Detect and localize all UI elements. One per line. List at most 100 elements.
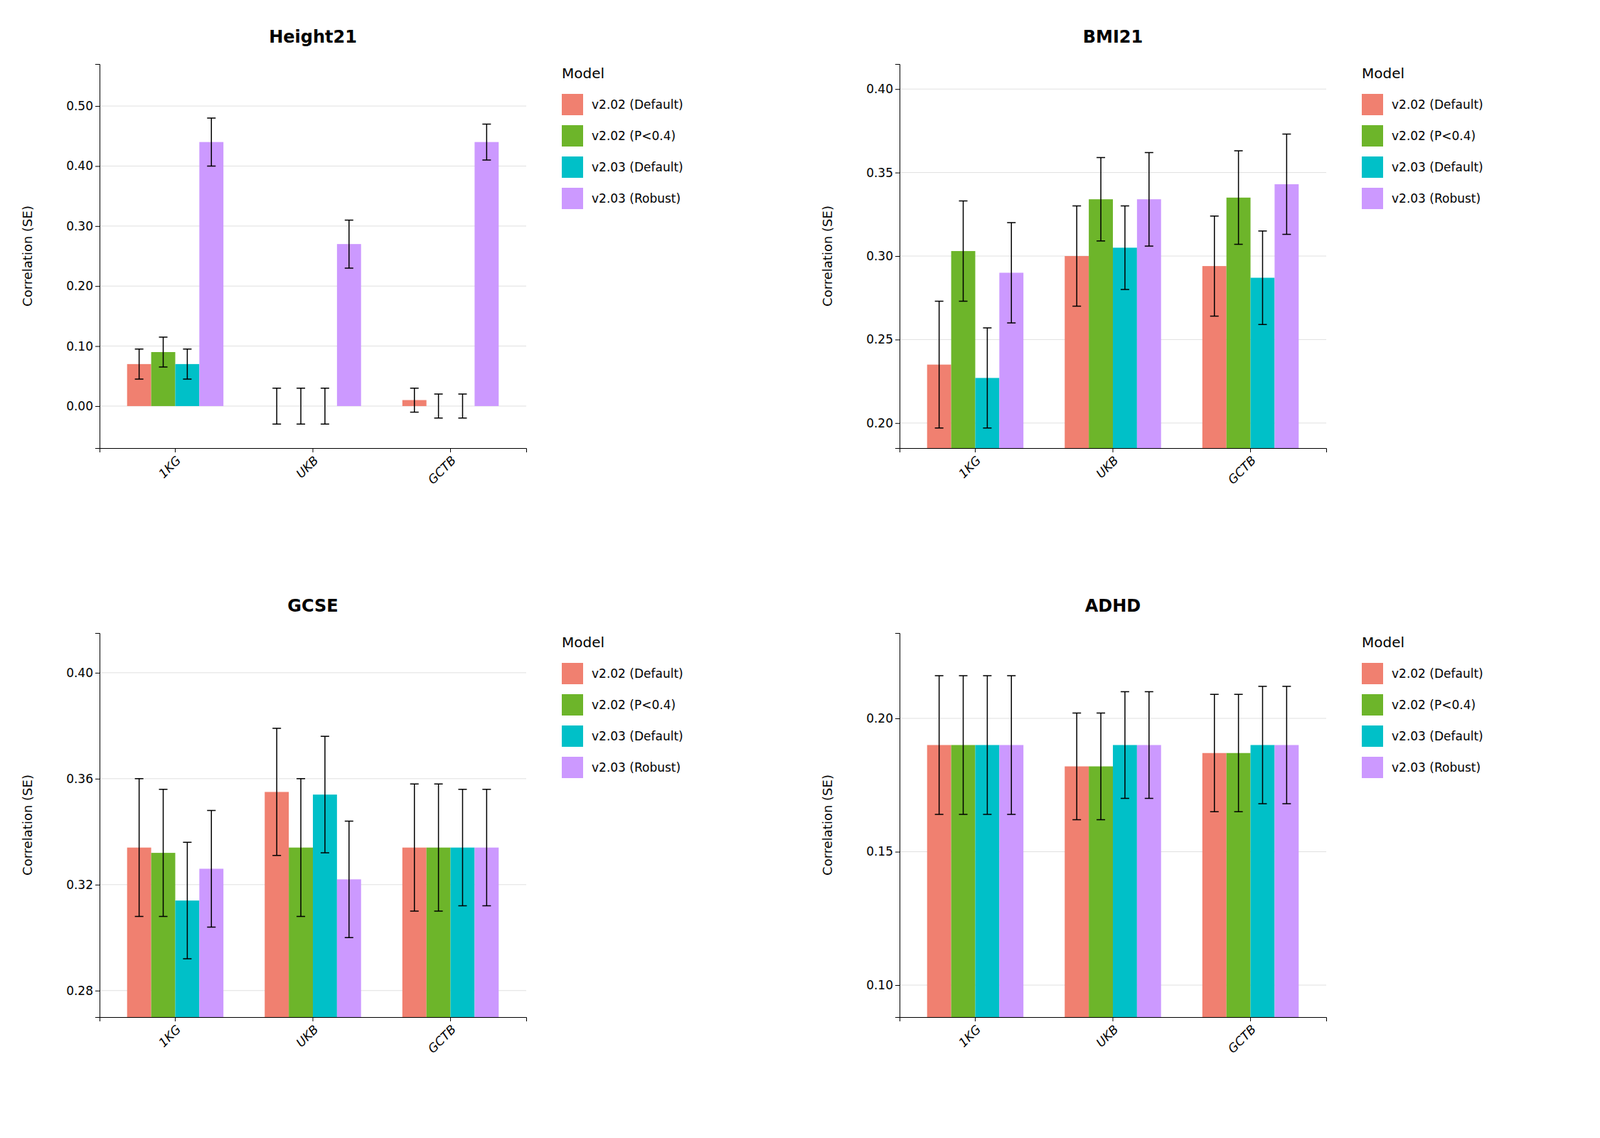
legend-swatch <box>1361 662 1384 685</box>
x-axis-line <box>900 448 1327 453</box>
error-bar <box>206 810 216 928</box>
y-axis-title: Correlation (SE) <box>19 205 35 307</box>
y-tick-mark <box>895 851 900 853</box>
legend-swatch <box>1361 694 1384 716</box>
legend-item: v2.02 (Default) <box>561 662 684 685</box>
error-bar <box>272 728 281 856</box>
x-tick-mark <box>312 448 314 453</box>
y-tick-mark <box>895 339 900 340</box>
legend-item: v2.02 (P<0.4) <box>561 694 676 716</box>
y-tick: 0.25 <box>866 332 900 347</box>
y-axis: 0.280.320.360.40 <box>66 633 100 1018</box>
legend-item: v2.03 (Default) <box>1361 725 1484 747</box>
y-tick-mark <box>95 346 100 348</box>
x-tick-mark <box>174 1016 176 1022</box>
legend-label: v2.03 (Default) <box>1391 160 1484 175</box>
y-tick-label: 0.10 <box>866 977 894 992</box>
y-tick-mark <box>895 256 900 257</box>
x-tick-mark <box>1250 448 1251 453</box>
legend: Modelv2.02 (Default)v2.02 (P<0.4)v2.03 (… <box>561 633 684 778</box>
y-tick: 0.20 <box>66 278 100 293</box>
error-bars <box>182 736 467 959</box>
legend-item: v2.02 (P<0.4) <box>561 125 676 147</box>
error-bars <box>935 675 1219 820</box>
legend-swatch <box>561 662 584 685</box>
error-bars <box>1006 134 1291 323</box>
legend: Modelv2.02 (Default)v2.02 (P<0.4)v2.03 (… <box>1361 64 1484 210</box>
legend-item: v2.03 (Default) <box>1361 156 1484 178</box>
y-axis-title: Correlation (SE) <box>819 774 835 876</box>
bar <box>199 142 224 407</box>
y-tick-label: 0.40 <box>66 158 94 173</box>
y-tick-mark <box>895 984 900 986</box>
y-tick: 0.15 <box>866 844 900 859</box>
y-axis-line <box>95 64 101 449</box>
error-bar <box>410 783 419 911</box>
y-tick-label: 0.35 <box>866 165 894 180</box>
error-bar <box>482 123 491 160</box>
y-tick-mark <box>895 423 900 424</box>
error-bars <box>982 206 1267 429</box>
error-bar <box>159 337 168 367</box>
legend-item: v2.03 (Robust) <box>1361 756 1481 778</box>
x-tick-label: UKB <box>293 1021 322 1050</box>
legend: Modelv2.02 (Default)v2.02 (P<0.4)v2.03 (… <box>1361 633 1484 778</box>
x-axis: 1KGUKBGCTB <box>100 448 527 488</box>
legend-swatch <box>1361 756 1384 778</box>
x-tick-label: GCTB <box>425 1021 459 1056</box>
x-tick: UKB <box>293 1016 322 1050</box>
error-bar <box>1006 675 1016 815</box>
x-tick: GCTB <box>1225 1016 1259 1056</box>
x-tick-mark <box>1112 448 1114 453</box>
legend-swatch <box>561 756 584 778</box>
error-bar <box>1120 206 1130 290</box>
x-axis-line <box>100 1017 527 1022</box>
y-tick: 0.28 <box>66 983 100 998</box>
legend: Modelv2.02 (Default)v2.02 (P<0.4)v2.03 (… <box>561 64 684 210</box>
panel: 0.200.250.300.350.401KGUKBGCTBBMI21Corre… <box>819 27 1484 757</box>
error-bar <box>182 349 192 380</box>
y-tick: 0.40 <box>66 665 100 680</box>
legend-item: v2.02 (Default) <box>1361 93 1484 116</box>
y-tick-label: 0.40 <box>866 81 894 96</box>
legend-label: v2.03 (Robust) <box>1391 760 1481 775</box>
error-bars <box>982 675 1267 815</box>
grid-line <box>99 225 527 227</box>
y-axis: 0.000.100.200.300.400.50 <box>66 64 100 449</box>
y-tick-label: 0.00 <box>66 398 94 414</box>
y-tick-label: 0.36 <box>66 771 94 786</box>
x-tick: UKB <box>293 448 322 481</box>
error-bars <box>206 118 491 269</box>
title: BMI21 <box>1083 27 1144 47</box>
x-tick-label: 1KG <box>955 452 984 481</box>
legend-swatch <box>1361 125 1384 147</box>
error-bar <box>434 783 444 911</box>
y-tick-label: 0.20 <box>866 416 894 431</box>
error-bar <box>1257 231 1267 325</box>
grid-line <box>899 172 1327 173</box>
error-bar <box>1210 694 1219 812</box>
x-tick-mark <box>974 448 976 453</box>
error-bar <box>1257 686 1267 804</box>
error-bars <box>935 206 1219 429</box>
error-bar <box>320 388 330 425</box>
x-tick-label: UKB <box>1093 1021 1122 1050</box>
y-tick: 0.40 <box>866 81 900 96</box>
legend-item: v2.03 (Default) <box>561 156 684 178</box>
x-tick-label: GCTB <box>425 452 459 487</box>
x-tick-mark <box>450 1016 451 1022</box>
y-tick-mark <box>95 165 100 167</box>
x-axis: 1KGUKBGCTB <box>100 1016 527 1056</box>
plot-area <box>127 118 500 424</box>
error-bars <box>959 150 1244 301</box>
legend-item: v2.02 (P<0.4) <box>1361 694 1476 716</box>
legend-label: v2.03 (Default) <box>1391 728 1484 744</box>
y-axis-title: Correlation (SE) <box>819 205 835 307</box>
title: Height21 <box>268 27 357 47</box>
error-bar <box>135 349 144 380</box>
y-tick-mark <box>95 105 100 107</box>
error-bar <box>344 219 354 269</box>
y-tick-mark <box>95 406 100 407</box>
y-tick-mark <box>895 172 900 174</box>
x-tick-mark <box>974 1016 976 1022</box>
